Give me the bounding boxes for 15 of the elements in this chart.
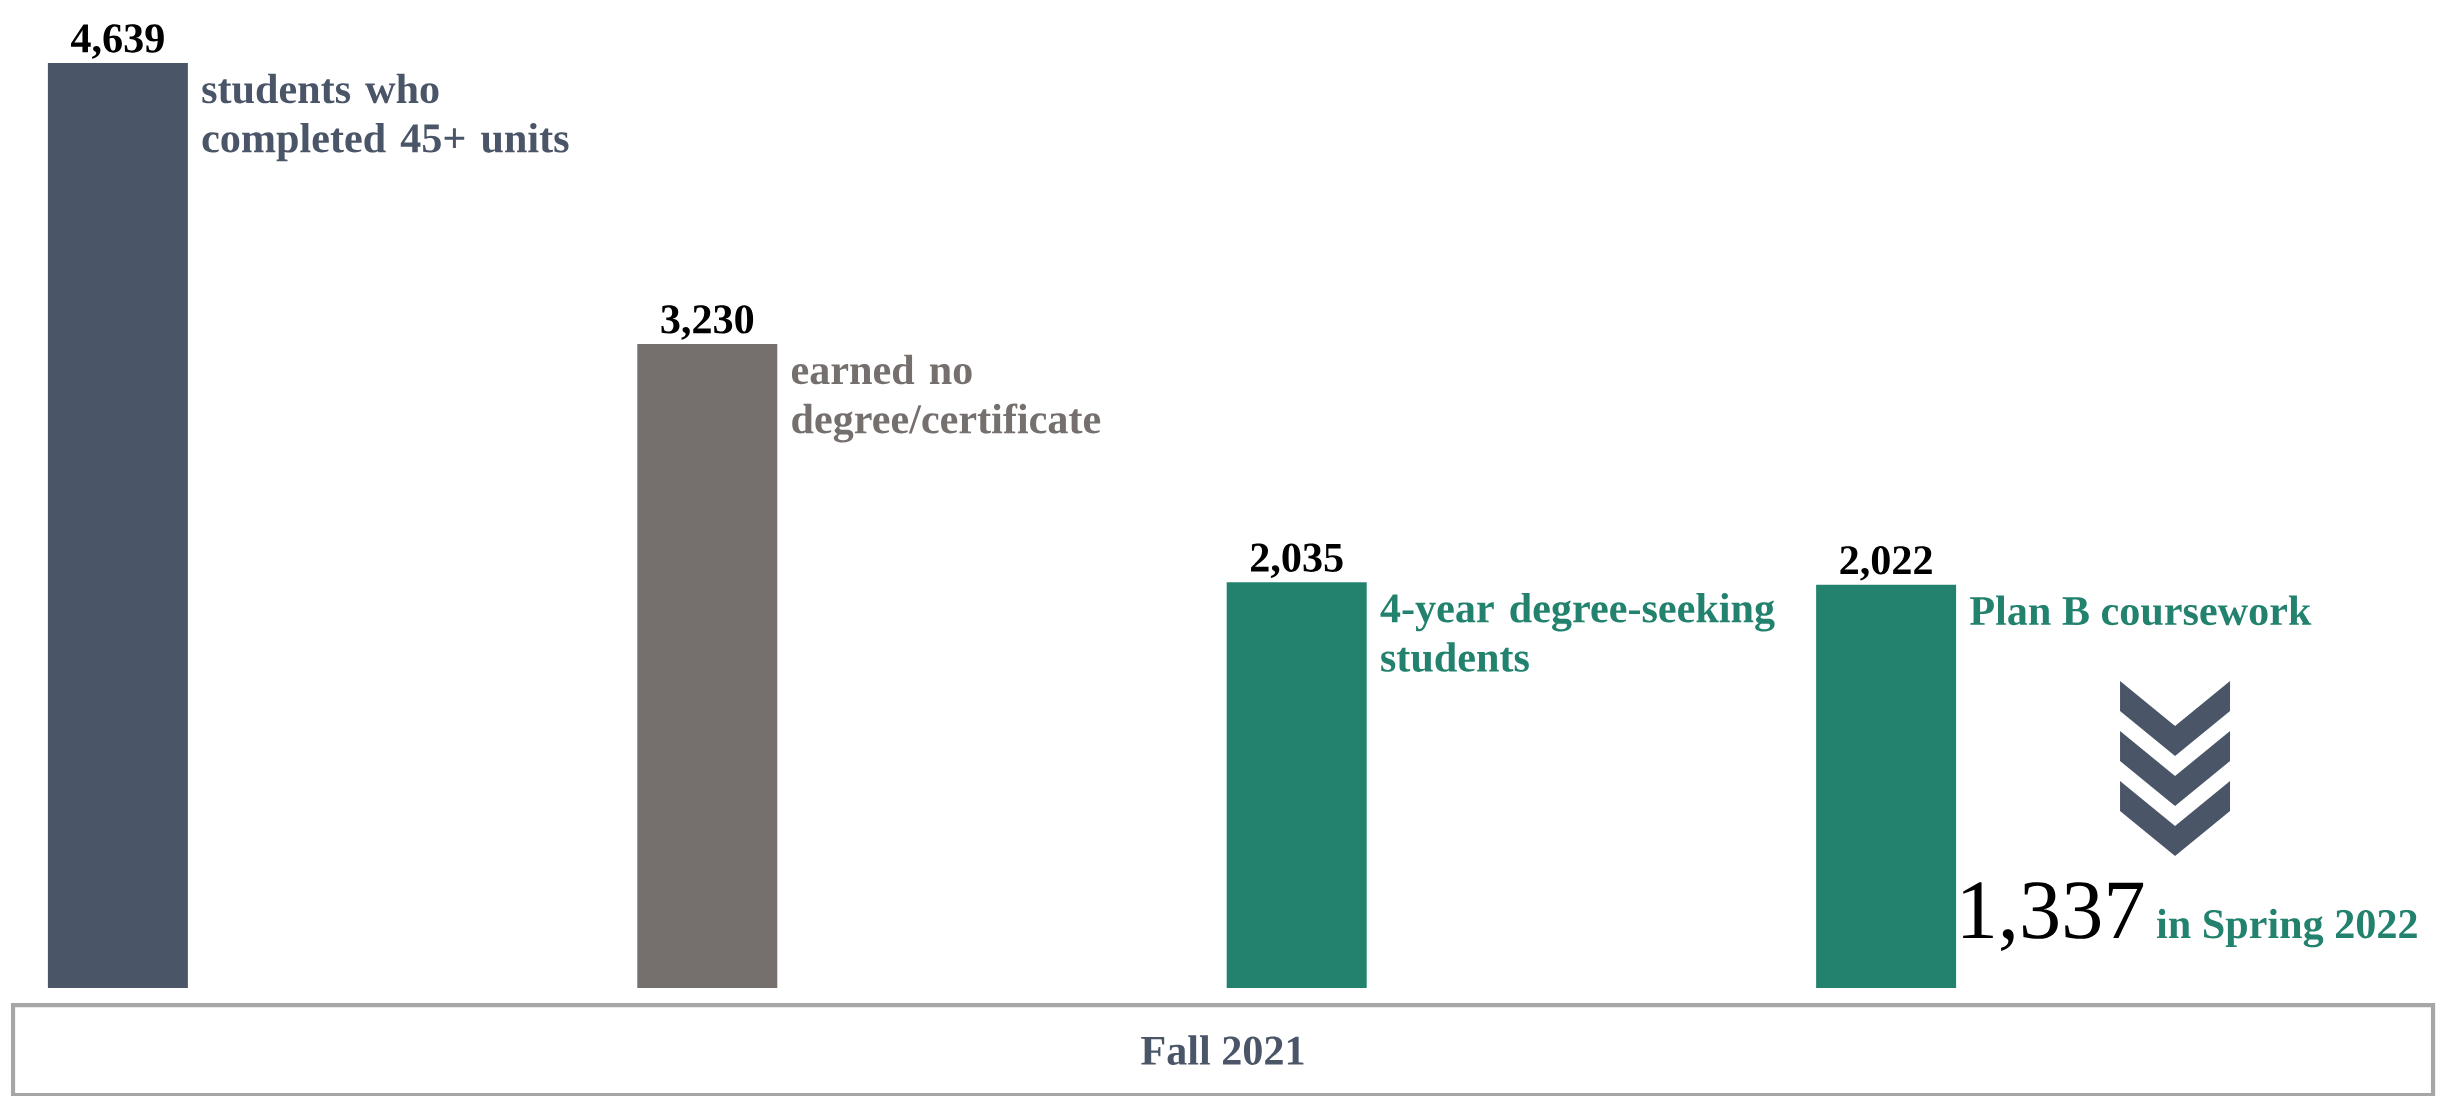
- data-label: 2,035: [1251, 543, 1343, 578]
- annotation: Plan B coursework: [1970, 595, 2312, 626]
- annotation: in Spring 2022: [2157, 908, 2417, 948]
- annotation: earned no degree/certificate: [791, 354, 1101, 443]
- data-label: 2,022: [1840, 546, 1932, 581]
- bar: [637, 343, 778, 989]
- annotation: 1,337: [1963, 882, 2144, 951]
- data-label: 4,639: [70, 24, 164, 59]
- bar: [1816, 584, 1957, 989]
- bar: [47, 63, 188, 989]
- bar: [1226, 582, 1367, 989]
- annotation: 4-year degree-seeking students: [1380, 592, 1775, 672]
- data-label: 3,230: [661, 305, 754, 340]
- annotation: students who completed 45+ units: [202, 73, 569, 162]
- x-axis-title: Fall 2021: [1141, 1035, 1304, 1065]
